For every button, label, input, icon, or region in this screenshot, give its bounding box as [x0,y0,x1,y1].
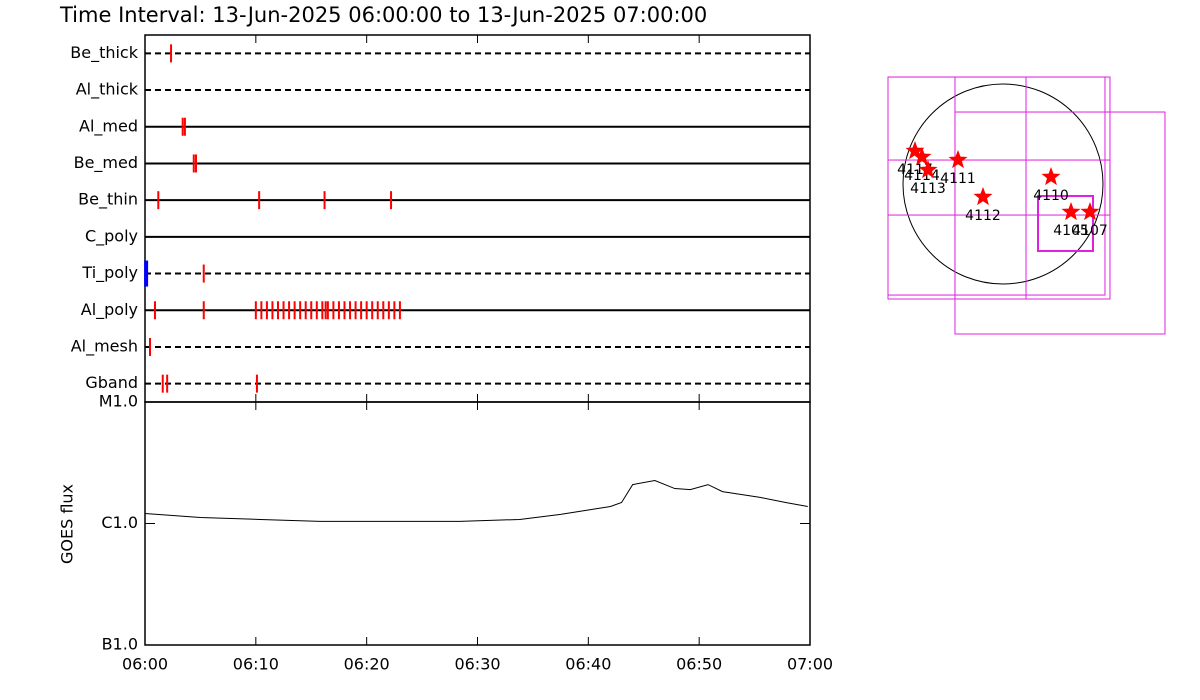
fov-box [1037,194,1094,252]
y-tick-label: B1.0 [102,635,138,654]
chart-title: Time Interval: 13-Jun-2025 06:00:00 to 1… [59,3,707,27]
row-label: C_poly [85,226,138,246]
active-region-marker [918,160,938,179]
x-tick-label: 06:00 [122,655,168,674]
row-label: Be_med [74,153,138,173]
row-label: Al_med [79,116,138,136]
solar-disk [902,83,1104,285]
y-tick-label: M1.0 [99,392,138,411]
x-tick-label: 07:00 [787,655,833,674]
goes-curve [144,479,808,522]
active-region-label: 4105 [1053,223,1089,239]
fov-box [887,159,1111,216]
row-label: Al_mesh [71,336,138,356]
fov-box [954,76,1027,300]
fov-box [954,111,1166,335]
active-region-label: 4113 [910,181,946,197]
active-region-marker [905,141,925,160]
active-region-marker [912,147,932,166]
active-region-marker [1041,167,1061,186]
active-region-label: 4107 [1072,223,1108,239]
y-tick-label: C1.0 [101,513,138,532]
x-tick-label: 06:10 [233,655,279,674]
y-axis-label: GOES flux [58,484,77,564]
x-tick-label: 06:50 [676,655,722,674]
active-region-marker [948,150,968,169]
row-label: Al_thick [76,80,139,100]
active-region-marker [1061,202,1081,221]
active-region-marker [973,187,993,206]
row-label: Be_thick [70,43,138,63]
x-tick-label: 06:30 [454,655,500,674]
active-region-label: 4110 [1033,188,1069,204]
row-label: Ti_poly [81,263,138,283]
x-tick-label: 06:40 [565,655,611,674]
active-region-label: 4112 [965,208,1001,224]
goes-frame [144,401,811,646]
row-label: Be_thin [78,190,138,210]
row-label: Al_poly [81,300,138,320]
active-region-label: 4111 [940,171,976,187]
row-label: Gband [85,373,138,392]
x-tick-label: 06:20 [344,655,390,674]
active-region-marker [1080,202,1100,221]
